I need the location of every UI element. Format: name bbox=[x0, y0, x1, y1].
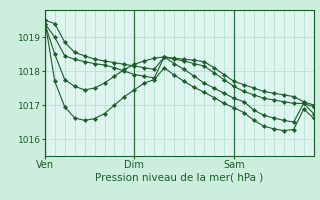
X-axis label: Pression niveau de la mer( hPa ): Pression niveau de la mer( hPa ) bbox=[95, 173, 263, 183]
